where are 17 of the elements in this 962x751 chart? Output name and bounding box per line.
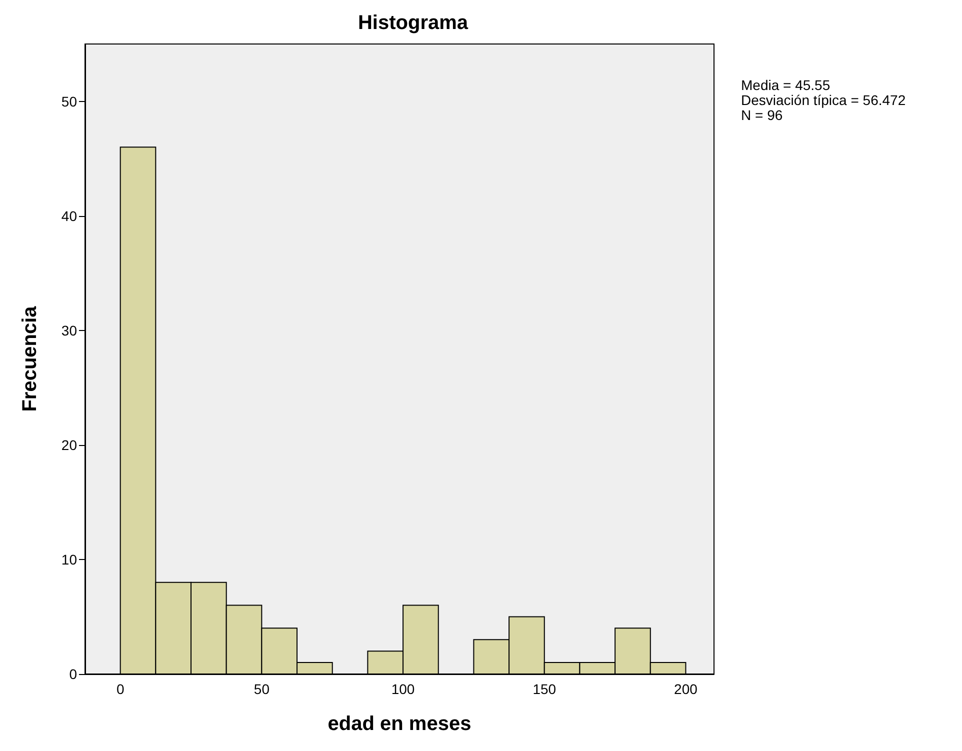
x-tick-label: 100 xyxy=(391,681,415,697)
x-axis-title: edad en meses xyxy=(328,713,472,735)
text: N = 96 xyxy=(741,107,783,123)
y-axis-title: Frecuencia xyxy=(19,305,41,412)
text: Desviación típica = 56.472 xyxy=(741,92,906,108)
y-tick-label: 30 xyxy=(61,322,78,338)
text: Media = 45.55 xyxy=(741,77,830,93)
x-tick-label: 0 xyxy=(116,681,124,697)
y-tick-label: 20 xyxy=(61,436,78,453)
y-tick-label: 40 xyxy=(61,208,78,224)
y-tick-label: 10 xyxy=(61,551,78,568)
chart-title: Histograma xyxy=(358,12,469,34)
x-tick-label: 200 xyxy=(674,681,698,697)
x-tick-label: 50 xyxy=(254,681,270,697)
x-tick-label: 150 xyxy=(532,681,556,697)
y-tick-label: 0 xyxy=(69,666,78,682)
y-tick-label: 50 xyxy=(61,93,78,110)
